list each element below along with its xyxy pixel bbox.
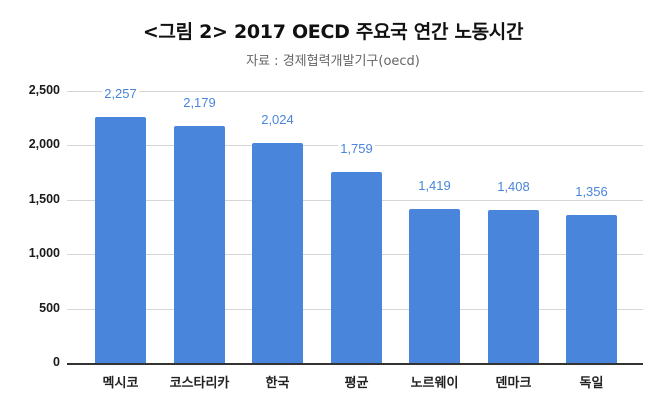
x-category-label: 덴마크 [495, 376, 532, 391]
data-label: 1,419 [416, 178, 453, 193]
y-tick-label: 2,500 [28, 83, 60, 97]
y-tick-label: 1,500 [28, 192, 60, 206]
x-category-label: 독일 [579, 376, 604, 391]
data-label: 2,024 [259, 112, 296, 127]
bar-7[interactable] [566, 215, 617, 363]
data-label: 1,759 [338, 141, 375, 156]
bar-3[interactable] [252, 143, 303, 363]
x-category-label: 멕시코 [102, 376, 139, 391]
data-label: 1,408 [495, 179, 532, 194]
bar-5[interactable] [409, 209, 460, 363]
x-category-label: 평균 [344, 376, 369, 391]
y-tick-label: 500 [39, 301, 60, 315]
x-category-label: 노르웨이 [410, 376, 459, 391]
bar-4[interactable] [331, 172, 382, 363]
x-category-label: 한국 [265, 376, 290, 391]
y-tick-label: 2,000 [28, 137, 60, 151]
x-category-label: 코스타리카 [169, 376, 230, 391]
chart-title: <그림 2> 2017 OECD 주요국 연간 노동시간 [142, 21, 524, 43]
y-tick-label: 0 [53, 355, 60, 369]
bar-1[interactable] [95, 117, 146, 363]
data-label: 2,179 [181, 95, 218, 110]
data-label: 2,257 [102, 86, 139, 101]
bar-6[interactable] [488, 210, 539, 363]
gridline [67, 91, 643, 92]
y-tick-label: 1,000 [28, 246, 60, 260]
x-axis-line [67, 363, 643, 365]
bar-2[interactable] [174, 126, 225, 363]
data-label: 1,356 [573, 184, 610, 199]
chart-subtitle: 자료 : 경제협력개발기구(oecd) [246, 54, 420, 69]
